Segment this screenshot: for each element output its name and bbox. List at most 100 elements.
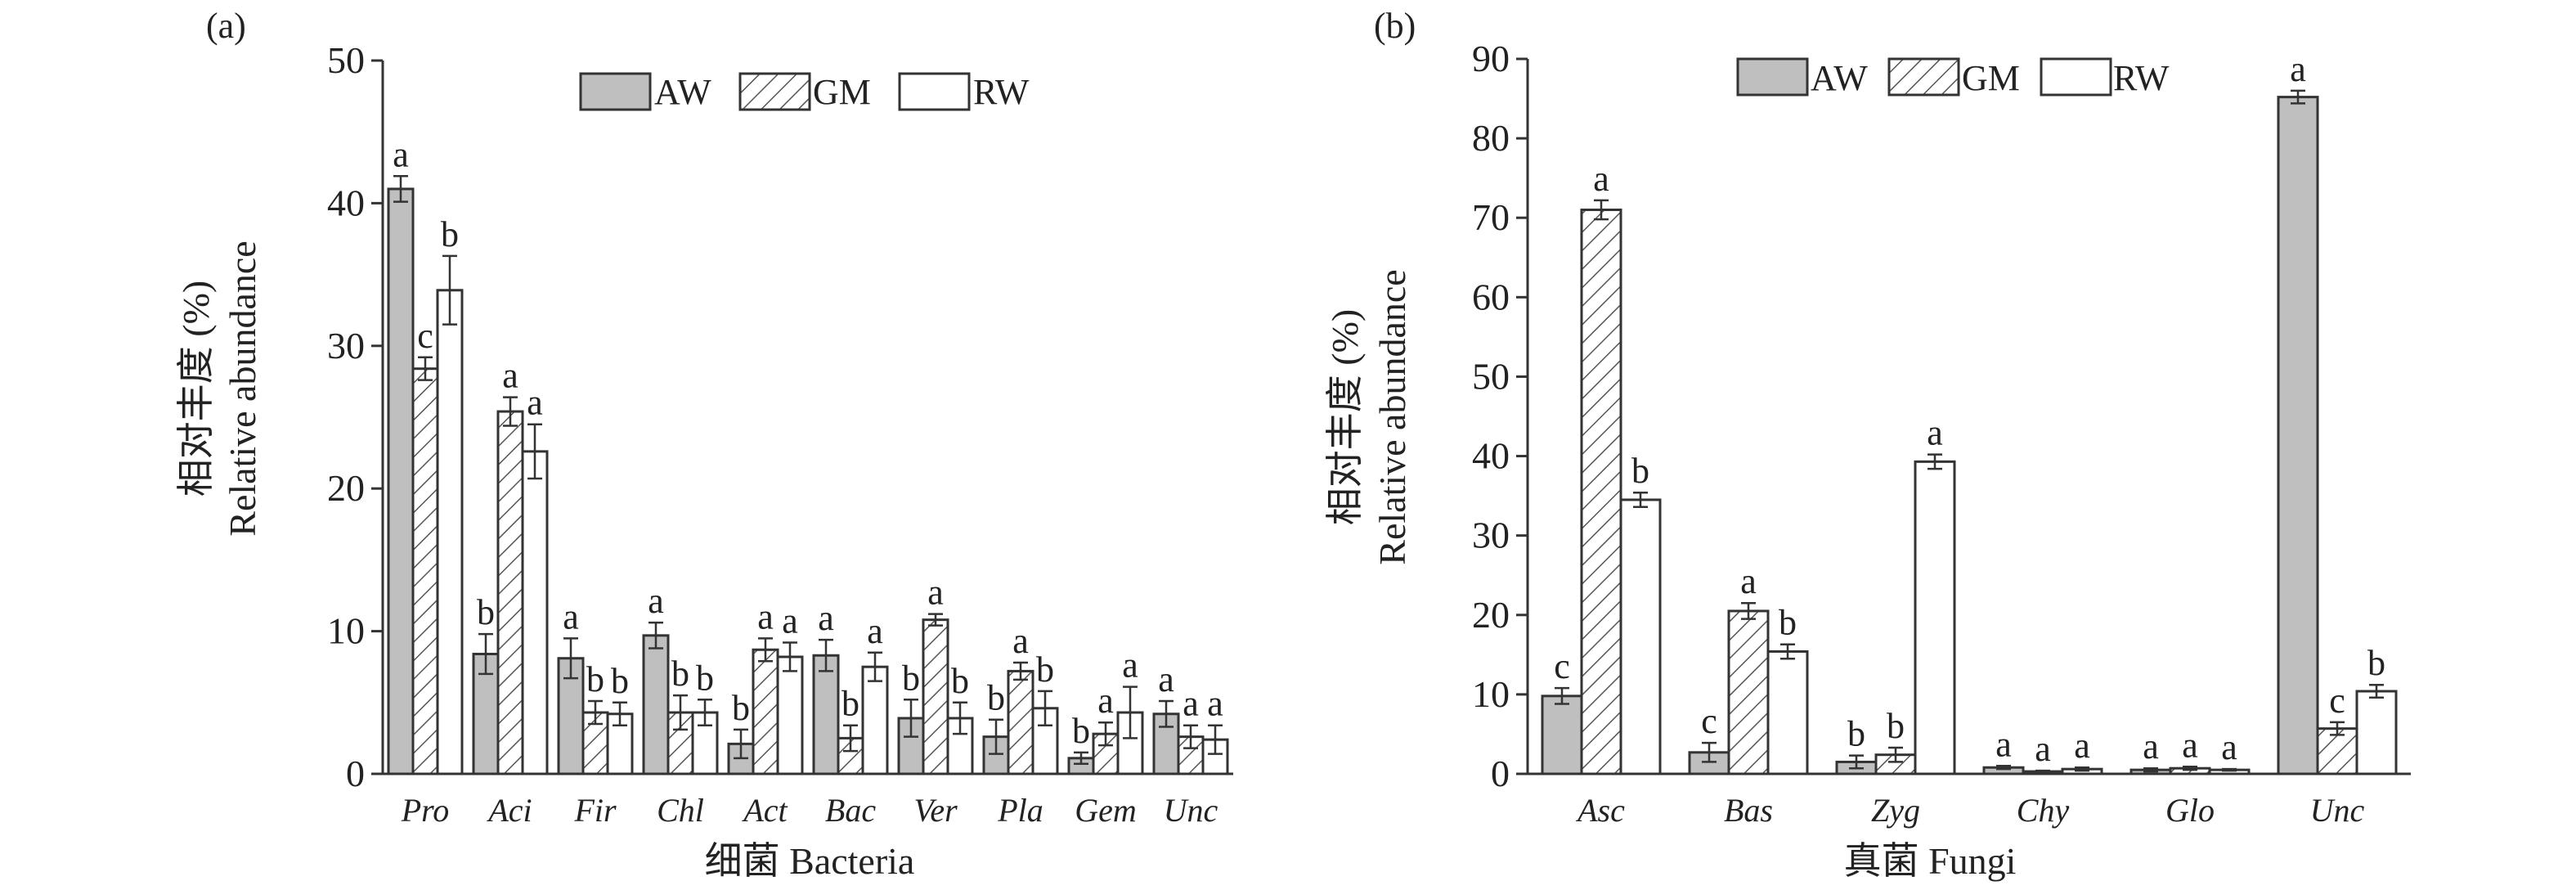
significance-letter-a-aw: a bbox=[563, 596, 579, 636]
significance-letter-a-gm: b bbox=[586, 659, 604, 699]
bar-a-rw bbox=[861, 665, 889, 775]
panel-a-ytick-label: 0 bbox=[346, 753, 365, 794]
significance-letter-b-rw: b bbox=[2367, 643, 2385, 683]
panel-b-category-label: Zyg bbox=[1871, 792, 1920, 829]
significance-letter-a-rw: b bbox=[611, 661, 629, 701]
significance-letter-a-gm: a bbox=[502, 356, 518, 396]
panel-a-category-label: Fir bbox=[573, 792, 617, 829]
significance-letter-a-rw: a bbox=[782, 601, 798, 641]
legend-a-gm-label: GM bbox=[813, 72, 871, 112]
legend-a-aw-swatch bbox=[579, 72, 652, 111]
panel-a-ylabel-zh: 相对丰度 (%) bbox=[175, 281, 217, 497]
significance-letter-a-rw: b bbox=[1036, 650, 1054, 690]
bar-a-rw bbox=[436, 289, 464, 775]
significance-letter-a-rw: b bbox=[696, 658, 714, 698]
significance-letter-b-gm: a bbox=[2182, 725, 2198, 765]
legend-b-gm-swatch bbox=[1887, 57, 1960, 97]
significance-letter-b-aw: c bbox=[1701, 701, 1717, 741]
panel-a-category-label: Act bbox=[741, 792, 788, 829]
legend-b-rw-label: RW bbox=[2113, 58, 2170, 98]
panel-b-category-label: Bas bbox=[1724, 792, 1773, 829]
bar-b-rw bbox=[1914, 460, 1956, 775]
panel-b-ytick-label: 80 bbox=[1472, 117, 1510, 159]
significance-letter-a-rw: b bbox=[951, 661, 969, 701]
significance-letter-b-aw: a bbox=[2290, 49, 2306, 89]
significance-letter-a-rw: a bbox=[1207, 684, 1223, 724]
panel-a-ytick-label: 10 bbox=[327, 610, 365, 652]
significance-letter-a-aw: a bbox=[393, 134, 409, 174]
bar-b-rw bbox=[2355, 690, 2398, 775]
bar-a-rw bbox=[1116, 711, 1144, 775]
panel-b-category-label: Unc bbox=[2310, 792, 2365, 829]
panel-a-xlabel: 细菌 Bacteria bbox=[705, 840, 915, 882]
legend-a-gm-swatch bbox=[738, 72, 811, 111]
significance-letter-b-aw: a bbox=[2143, 726, 2159, 766]
significance-letter-b-gm: a bbox=[1593, 159, 1609, 199]
panel-a-category-label: Pro bbox=[401, 792, 450, 829]
significance-letter-b-rw: a bbox=[2074, 726, 2090, 766]
legend-b-aw-label: AW bbox=[1811, 58, 1868, 98]
significance-letter-a-gm: c bbox=[417, 316, 433, 356]
panel-b-ytick-label: 0 bbox=[1491, 753, 1510, 794]
bar-a-gm bbox=[496, 410, 524, 775]
significance-letter-b-gm: a bbox=[1740, 561, 1757, 601]
bar-a-aw bbox=[982, 735, 1010, 775]
panel-a-category-label: Gem bbox=[1075, 792, 1137, 829]
significance-letter-b-rw: a bbox=[1927, 413, 1943, 453]
bar-b-gm bbox=[2316, 727, 2358, 775]
significance-letter-b-rw: b bbox=[1631, 451, 1649, 491]
panel-b-category-label: Glo bbox=[2165, 792, 2215, 829]
significance-letter-a-aw: b bbox=[987, 678, 1005, 718]
significance-letter-a-aw: b bbox=[732, 688, 750, 728]
significance-letter-a-aw: a bbox=[1158, 659, 1174, 699]
bar-a-gm bbox=[1007, 669, 1034, 775]
panel-b-ylabel-zh: 相对丰度 (%) bbox=[1324, 309, 1366, 525]
significance-letter-b-rw: b bbox=[1779, 603, 1797, 643]
bar-a-rw bbox=[776, 655, 804, 775]
bar-a-gm bbox=[752, 648, 779, 775]
panel-a-ylabel-en: Relative abundance bbox=[222, 240, 263, 536]
legend-a-rw-swatch bbox=[898, 72, 971, 111]
significance-letter-b-gm: c bbox=[2329, 681, 2345, 721]
panel-b-legend: AW GM RW bbox=[1736, 57, 2170, 98]
significance-letter-b-gm: b bbox=[1887, 706, 1905, 746]
legend-b-aw-swatch bbox=[1736, 57, 1809, 97]
panel-b-xlabel: 真菌 Fungi bbox=[1844, 840, 2017, 882]
legend-b-rw-swatch bbox=[2040, 57, 2112, 97]
panel-b-ytick-label: 30 bbox=[1472, 515, 1510, 556]
significance-letter-a-rw: a bbox=[1122, 645, 1138, 685]
bar-b-gm bbox=[1727, 609, 1770, 775]
panel-b-category-label: Chy bbox=[2017, 792, 2070, 829]
significance-letter-a-aw: a bbox=[818, 598, 834, 638]
panel-b-ytick-label: 90 bbox=[1472, 38, 1510, 79]
panel-b-ytick-label: 50 bbox=[1472, 355, 1510, 397]
panel-a-category-label: Ver bbox=[913, 792, 958, 829]
panel-a-category-label: Bac bbox=[825, 792, 876, 829]
bar-a-gm bbox=[411, 367, 439, 775]
panel-b-ytick-label: 40 bbox=[1472, 435, 1510, 477]
significance-letter-a-gm: a bbox=[1012, 621, 1029, 661]
significance-letter-a-gm: a bbox=[1183, 684, 1199, 724]
bar-a-rw bbox=[521, 450, 549, 775]
legend-a-rw-label: RW bbox=[973, 72, 1030, 112]
significance-letter-b-aw: b bbox=[1847, 714, 1865, 754]
panel-b-ytick-label: 60 bbox=[1472, 276, 1510, 317]
significance-letter-a-gm: b bbox=[671, 654, 689, 694]
significance-letter-a-aw: b bbox=[477, 592, 495, 632]
bar-b-rw bbox=[1619, 498, 1662, 775]
significance-letter-b-aw: a bbox=[1995, 724, 2012, 764]
significance-letter-a-gm: b bbox=[841, 684, 859, 724]
bar-a-gm bbox=[1177, 735, 1205, 775]
significance-letter-a-rw: a bbox=[527, 383, 543, 423]
bar-a-aw bbox=[642, 634, 670, 775]
panel-b-ytick-label: 20 bbox=[1472, 594, 1510, 636]
panel-a-legend: AW GM RW bbox=[579, 72, 1030, 112]
bar-a-aw bbox=[387, 187, 415, 775]
panel-a-ytick-label: 50 bbox=[327, 39, 365, 81]
significance-letter-a-rw: b bbox=[441, 214, 459, 254]
